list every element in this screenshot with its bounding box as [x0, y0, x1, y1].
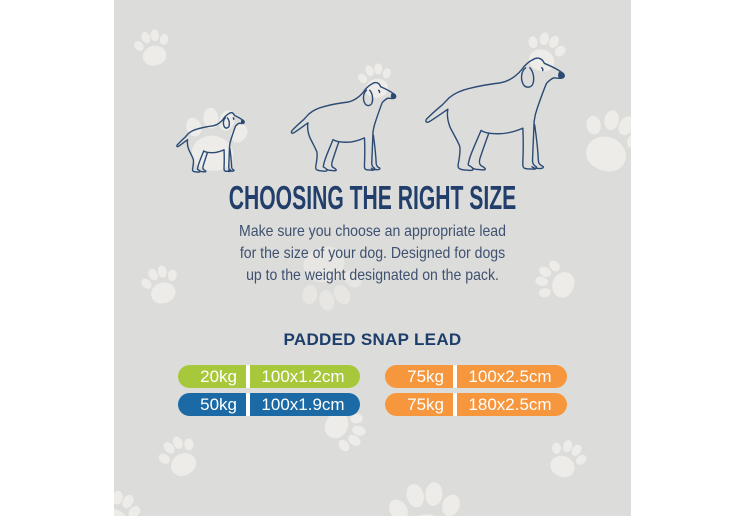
size-row-20kg: 20kg 100x1.2cm [178, 365, 360, 388]
pill-divider [246, 365, 250, 388]
dimension-cell: 180x2.5cm [468, 395, 552, 414]
page-title: CHOOSING THE RIGHT SIZE [228, 179, 517, 216]
pill-divider [453, 393, 457, 416]
size-row-75kg-100: 75kg 100x2.5cm [385, 365, 567, 388]
small-dog-outline-icon [174, 109, 247, 174]
weight-cell: 75kg [407, 395, 444, 414]
weight-cell: 75kg [407, 367, 444, 386]
paw-print-icon [566, 92, 631, 184]
description-line: Make sure you choose an appropriate lead [239, 223, 506, 240]
infographic-panel: CHOOSING THE RIGHT SIZE Make sure you ch… [114, 0, 631, 516]
pill-divider [453, 365, 457, 388]
description-line: up to the weight designated on the pack. [246, 267, 499, 284]
description-text: Make sure you choose an appropriate lead… [145, 221, 600, 287]
paw-print-icon [378, 468, 470, 516]
paw-print-icon [538, 428, 596, 486]
paw-print-icon [147, 424, 210, 487]
dimension-cell: 100x1.2cm [261, 367, 345, 386]
size-row-50kg: 50kg 100x1.9cm [178, 393, 360, 416]
paw-print-icon [114, 478, 150, 516]
medium-dog-outline-icon [287, 77, 400, 174]
dimension-cell: 100x1.9cm [261, 395, 345, 414]
size-row-75kg-180: 75kg 180x2.5cm [385, 393, 567, 416]
large-dog-outline-icon [420, 51, 570, 174]
dimension-cell: 100x2.5cm [468, 367, 552, 386]
description-line: for the size of your dog. Designed for d… [239, 245, 506, 262]
size-table-title: PADDED SNAP LEAD [283, 330, 462, 349]
paw-print-icon [126, 20, 177, 71]
weight-cell: 50kg [200, 395, 237, 414]
pill-divider [246, 393, 250, 416]
weight-cell: 20kg [200, 367, 237, 386]
